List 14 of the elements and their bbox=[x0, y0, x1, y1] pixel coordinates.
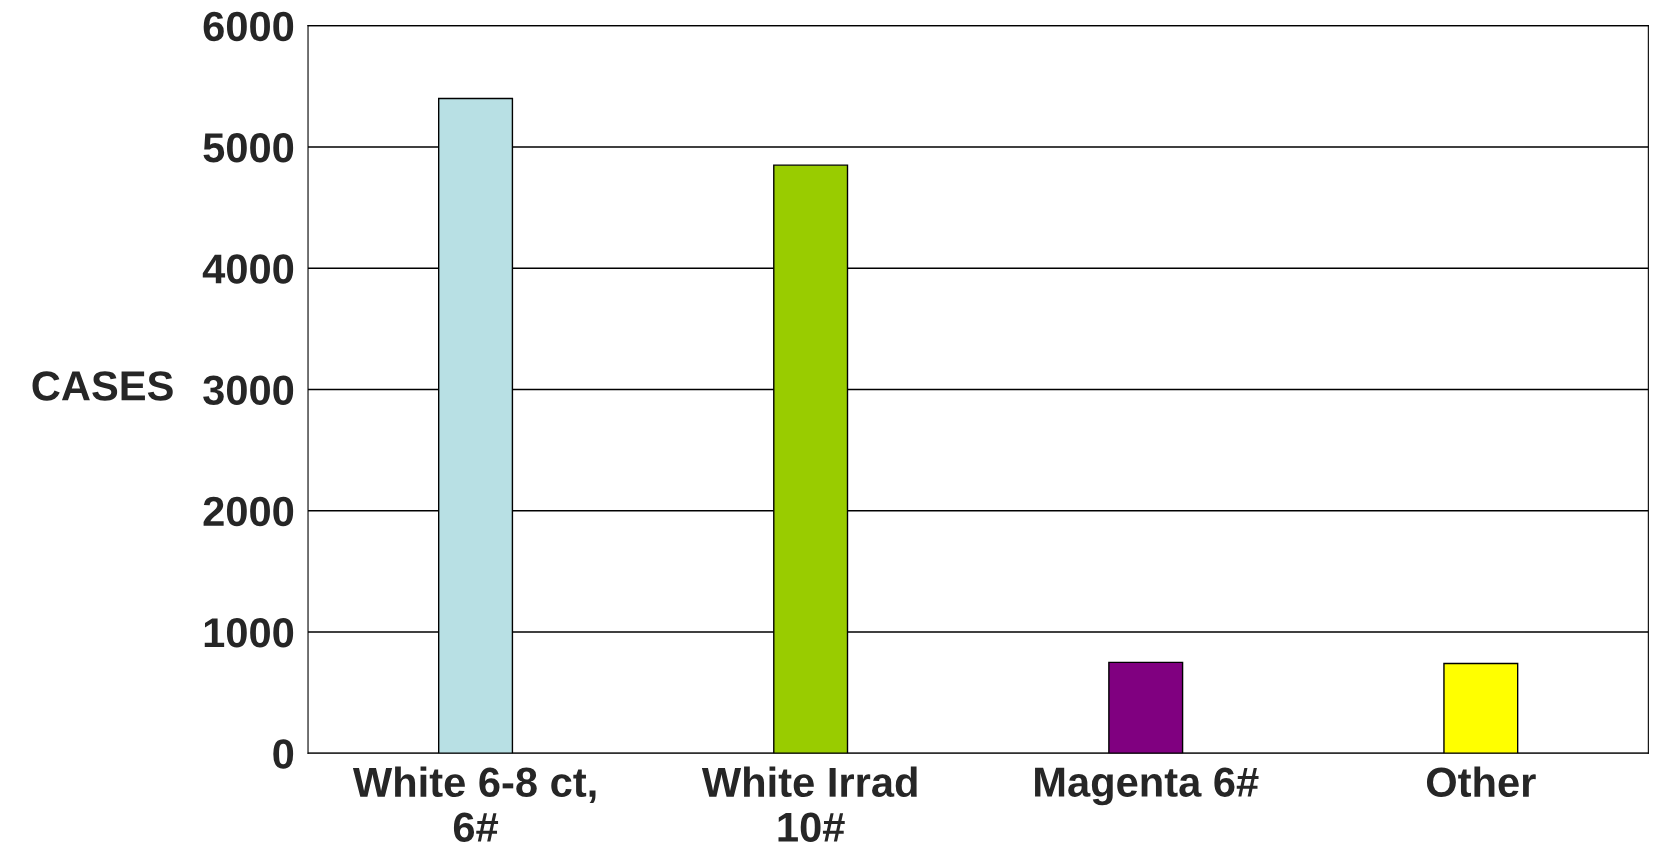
x-tick-label: Other bbox=[1426, 766, 1536, 798]
y-axis-title: CASES bbox=[32, 371, 173, 401]
y-tick-label: 5000 bbox=[203, 132, 294, 163]
bar bbox=[1108, 661, 1184, 754]
y-tick-label: 1000 bbox=[204, 618, 294, 648]
bar bbox=[1443, 662, 1519, 754]
y-tick-label: 2000 bbox=[203, 496, 294, 527]
y-tick-label: 6000 bbox=[203, 11, 294, 42]
x-tick-label: White 6-8 ct, 6# bbox=[352, 766, 596, 842]
y-tick-label: 4000 bbox=[202, 254, 294, 284]
y-tick-label: 0 bbox=[273, 739, 294, 769]
x-tick-label: Magenta 6# bbox=[1035, 767, 1259, 806]
y-tick-label: 3000 bbox=[203, 375, 294, 406]
x-tick-label: White Irrad 10# bbox=[701, 766, 917, 842]
